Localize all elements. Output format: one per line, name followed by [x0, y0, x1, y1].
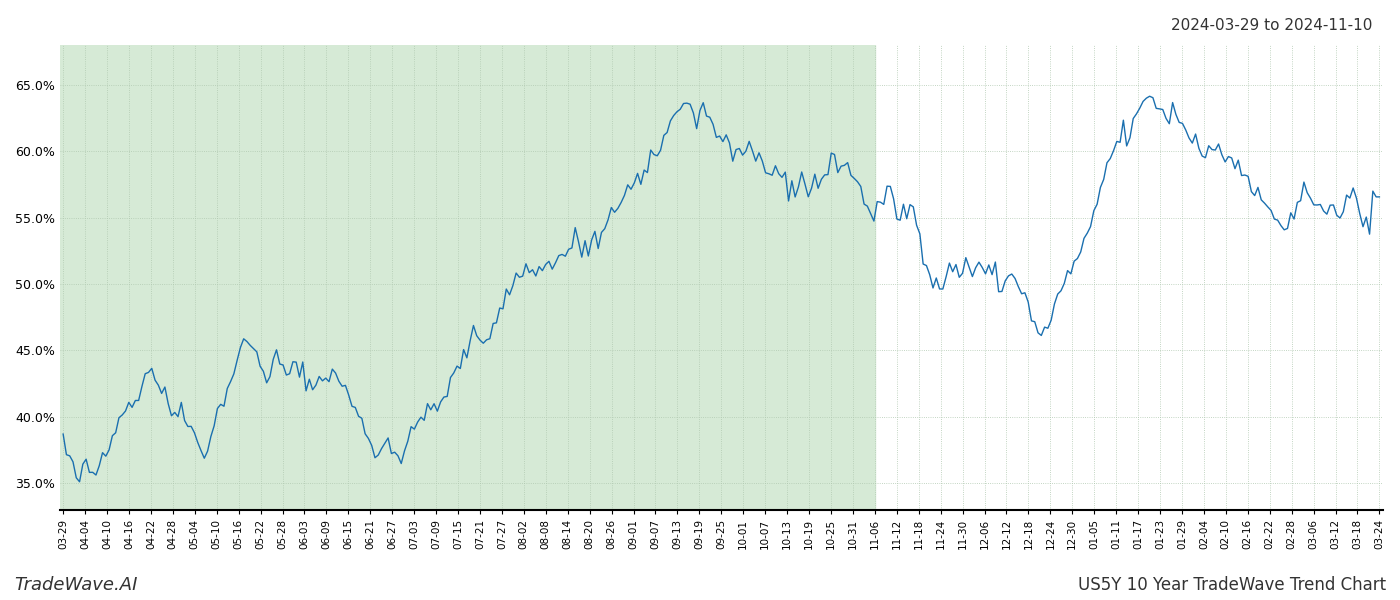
Text: 2024-03-29 to 2024-11-10: 2024-03-29 to 2024-11-10 — [1170, 18, 1372, 33]
Bar — [60, 45, 875, 510]
Text: US5Y 10 Year TradeWave Trend Chart: US5Y 10 Year TradeWave Trend Chart — [1078, 576, 1386, 594]
Text: TradeWave.AI: TradeWave.AI — [14, 576, 137, 594]
